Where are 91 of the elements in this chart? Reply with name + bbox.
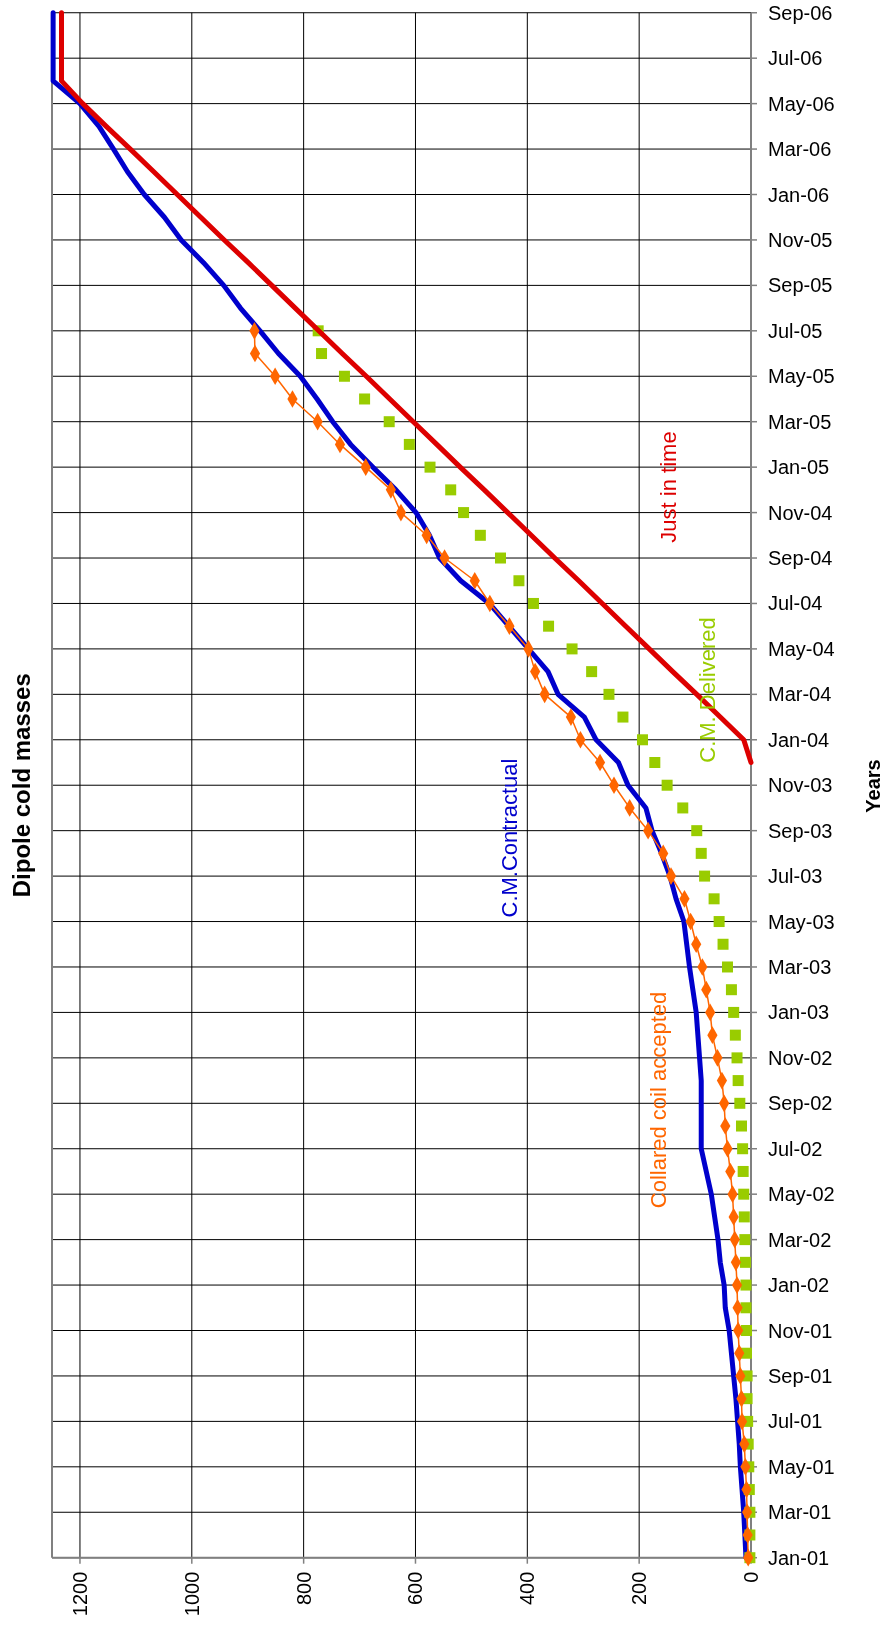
point	[543, 620, 555, 632]
point	[677, 802, 689, 814]
y-tick-label: Jul-04	[768, 592, 823, 615]
point	[338, 370, 350, 382]
x-tick-label: 0	[740, 1571, 762, 1583]
point	[474, 529, 486, 541]
point	[445, 484, 457, 496]
text: C.M.Contractual	[496, 758, 522, 918]
point	[637, 734, 649, 746]
text: Just in time	[655, 431, 681, 543]
point	[737, 1165, 749, 1177]
point	[741, 1325, 753, 1336]
y-tick-label: Sep-06	[768, 1, 833, 24]
y-tick-label: May-04	[768, 637, 835, 660]
y-tick-label: Sep-05	[768, 274, 833, 297]
y-tick-label: Sep-01	[768, 1364, 833, 1387]
y-tick-label: Mar-05	[768, 410, 832, 433]
y-tick-label: Nov-01	[768, 1319, 833, 1342]
y-tick-label: May-03	[768, 910, 835, 933]
x-tick-label: 800	[292, 1571, 315, 1606]
x-tick-label: 1000	[180, 1571, 203, 1617]
point	[740, 1279, 752, 1291]
point	[603, 688, 615, 700]
text: C.M. Delivered	[694, 617, 720, 763]
point	[649, 757, 661, 768]
text: Dipole cold masses	[8, 673, 36, 898]
point	[617, 711, 629, 723]
point	[566, 643, 578, 655]
point	[403, 438, 415, 450]
x-tick-label: 600	[404, 1571, 427, 1606]
x-tick-label: 200	[628, 1571, 651, 1606]
y-axis-title: Years	[862, 759, 882, 813]
point	[458, 507, 470, 519]
y-tick-label: Jan-01	[768, 1546, 830, 1569]
y-tick-label: Mar-01	[768, 1501, 832, 1524]
y-tick-label: Jul-06	[768, 47, 823, 70]
y-tick-label: Nov-03	[768, 774, 833, 797]
y-tick-label: Mar-03	[768, 955, 832, 978]
point	[424, 461, 436, 473]
y-tick-label: Sep-04	[768, 547, 833, 570]
x-tick-label: 1200	[68, 1571, 91, 1617]
y-tick-label: Jan-06	[768, 183, 830, 206]
y-tick-label: Nov-04	[768, 501, 833, 524]
point	[734, 1097, 746, 1109]
y-tick-label: Mar-04	[768, 683, 832, 706]
y-tick-label: Jan-05	[768, 456, 830, 479]
y-tick-label: Sep-03	[768, 819, 833, 842]
y-tick-label: Jul-02	[768, 1137, 823, 1160]
y-tick-label: Jul-01	[768, 1410, 823, 1433]
point	[359, 393, 371, 405]
y-tick-label: Jan-03	[768, 1001, 830, 1024]
point	[527, 597, 539, 609]
y-tick-label: May-05	[768, 365, 835, 388]
y-tick-label: Jan-02	[768, 1274, 830, 1297]
y-tick-label: Nov-02	[768, 1046, 833, 1069]
point	[722, 961, 734, 973]
y-tick-label: Sep-02	[768, 1092, 833, 1115]
y-tick-label: May-02	[768, 1183, 835, 1206]
point	[738, 1211, 750, 1223]
y-tick-label: Nov-05	[768, 228, 833, 251]
point	[739, 1234, 751, 1246]
y-tick-label: Mar-02	[768, 1228, 832, 1251]
x-tick-label: 400	[516, 1571, 539, 1606]
point	[691, 825, 703, 837]
point	[735, 1120, 747, 1132]
point	[661, 779, 673, 791]
point	[494, 552, 506, 564]
point	[586, 666, 598, 678]
point	[738, 1188, 750, 1200]
point	[731, 1052, 743, 1064]
y-tick-label: Jul-03	[768, 865, 823, 888]
point	[695, 847, 707, 859]
point	[732, 1075, 744, 1087]
point	[316, 348, 328, 360]
y-tick-label: Mar-06	[768, 138, 832, 161]
y-tick-label: May-06	[768, 92, 835, 115]
point	[383, 416, 395, 428]
y-tick-label: Jul-05	[768, 319, 823, 342]
y-tick-label: Jan-04	[768, 728, 830, 751]
point	[699, 870, 711, 882]
point	[728, 1006, 740, 1018]
point	[739, 1256, 751, 1268]
y-tick-label: May-01	[768, 1455, 835, 1478]
point	[737, 1143, 749, 1155]
point	[725, 984, 737, 996]
point	[708, 893, 720, 905]
point	[729, 1029, 741, 1041]
point	[713, 916, 725, 928]
point	[717, 938, 729, 950]
text: Collared coil accepted	[645, 991, 671, 1209]
point	[513, 575, 525, 587]
